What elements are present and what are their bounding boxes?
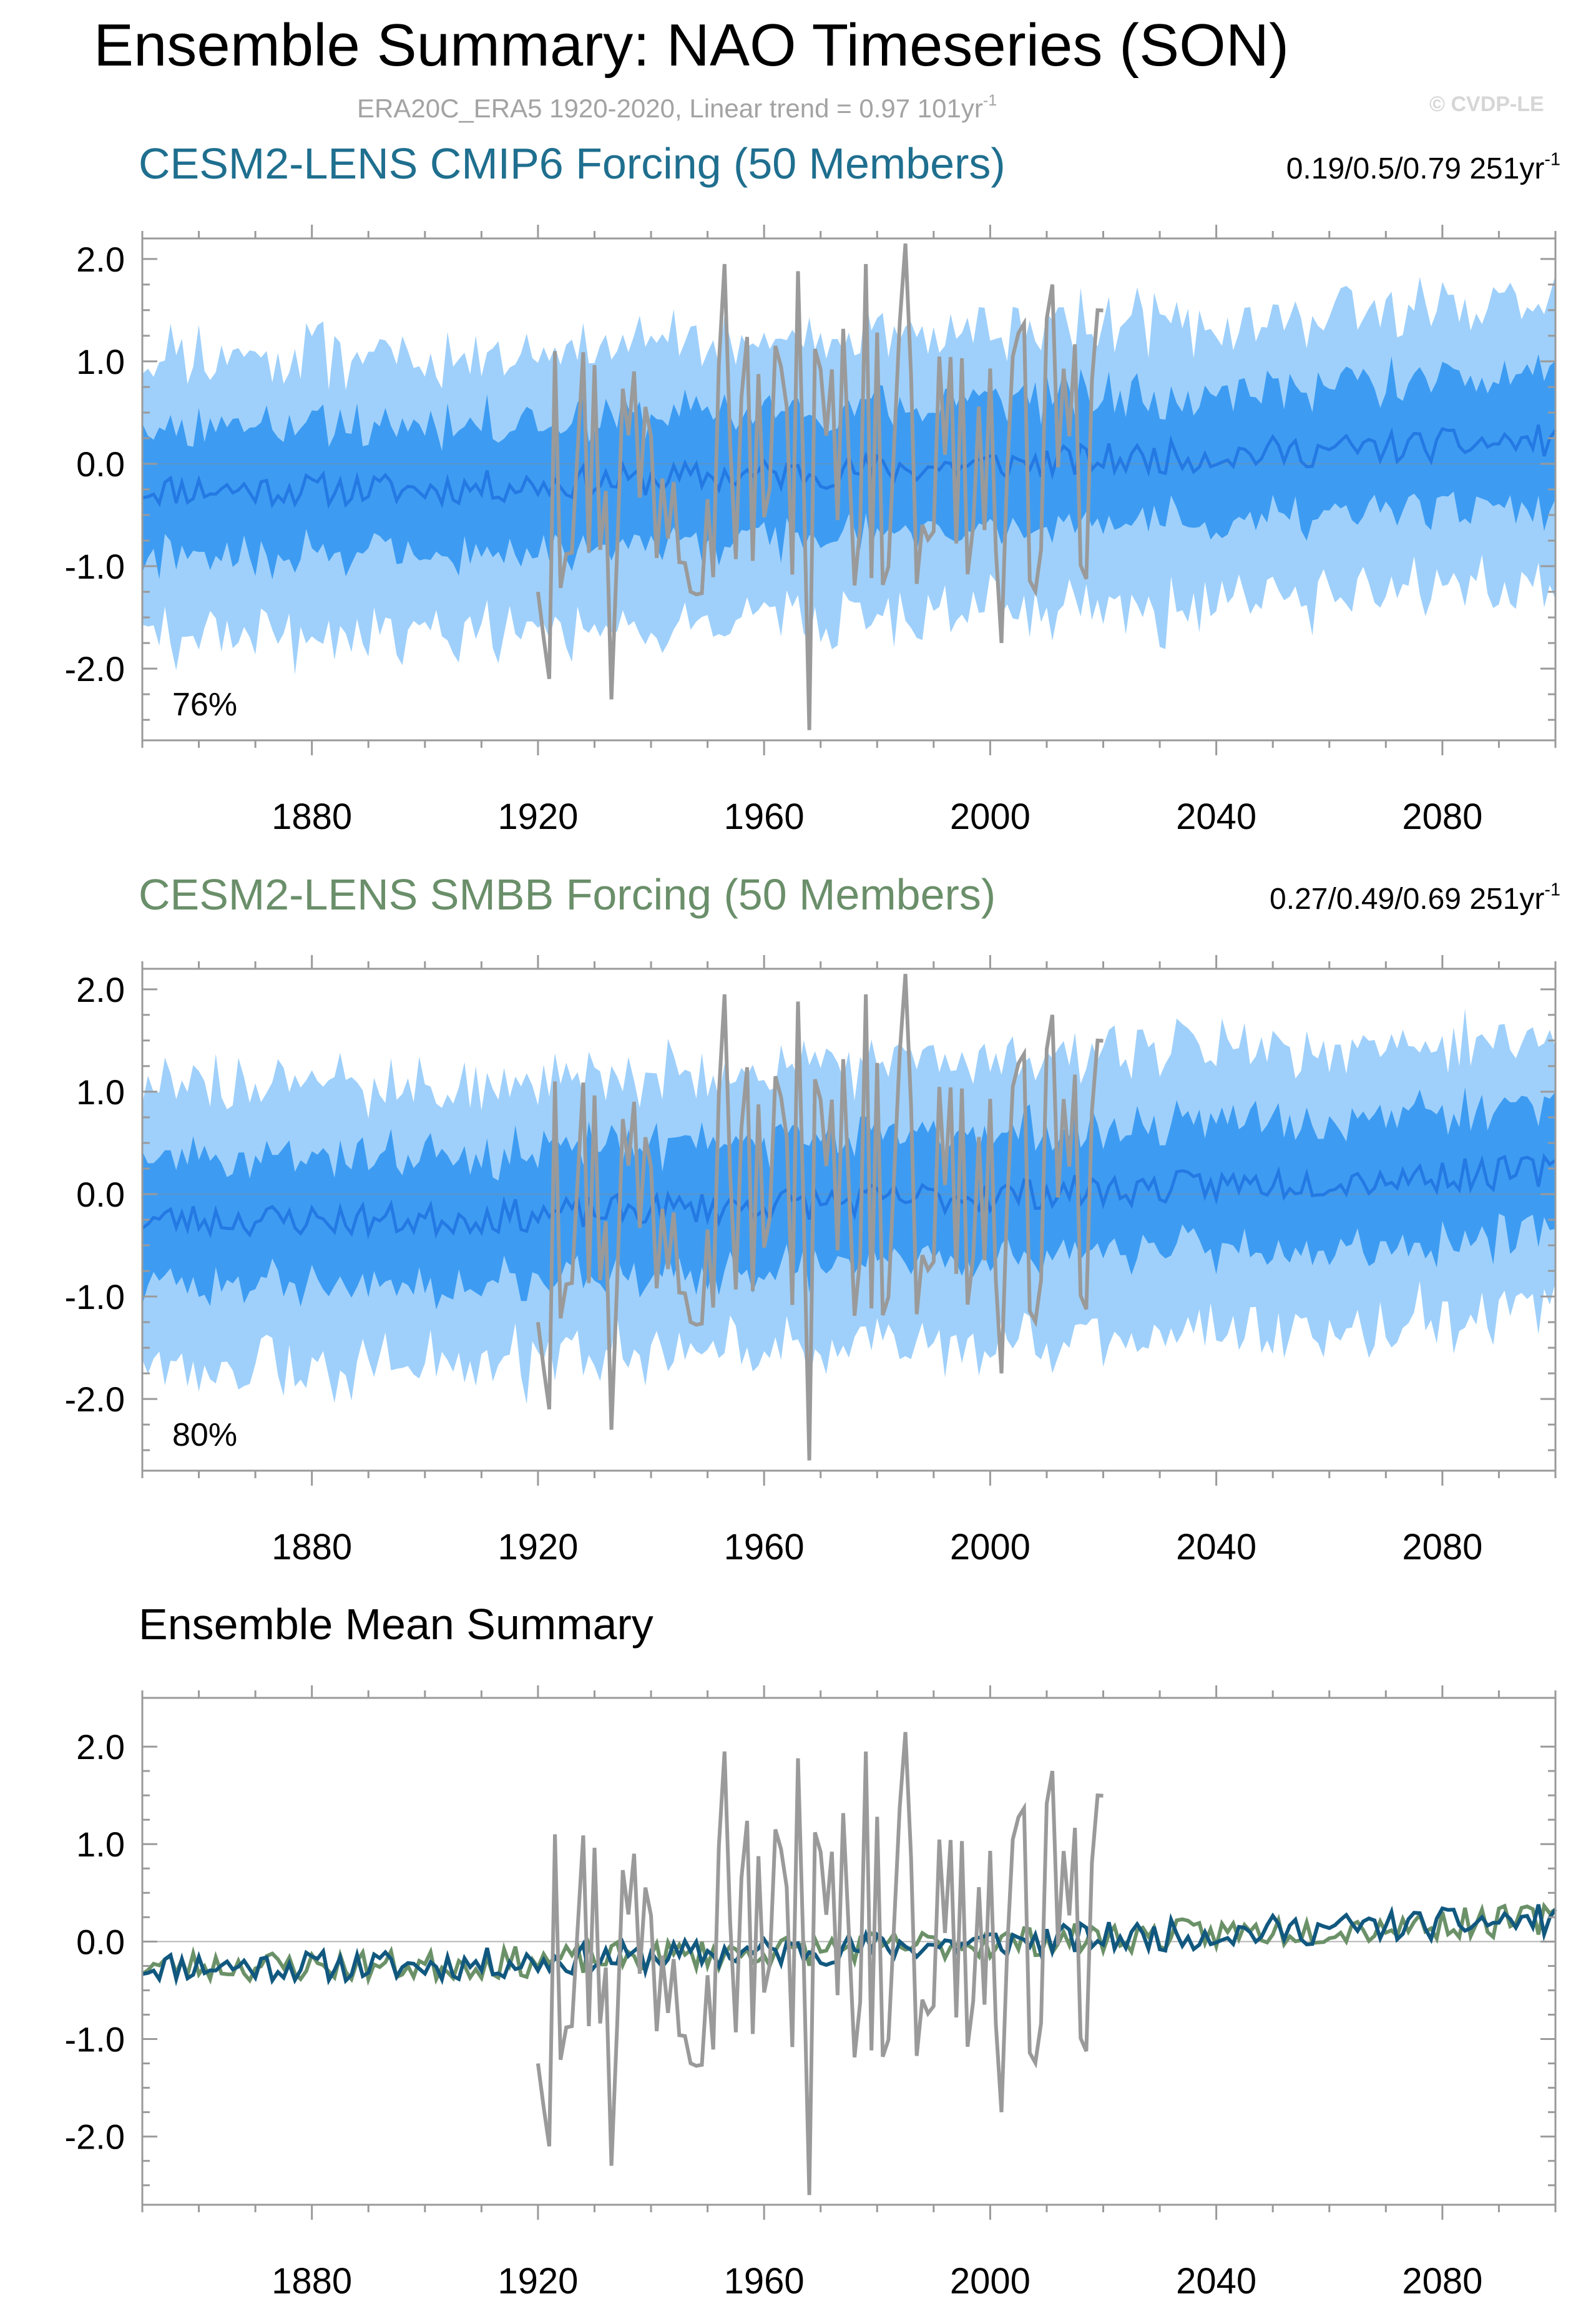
panel-1-stats-superscript: -1 [1544,149,1560,170]
x-tick-label: 2040 [1176,2261,1256,2302]
x-tick-label: 2080 [1402,797,1482,837]
y-tick-label: -2.0 [65,2117,125,2157]
y-tick-label: -2.0 [65,1380,125,1419]
y-tick-label: 0.0 [76,444,125,484]
x-tick-label: 1960 [724,2261,805,2302]
chart-panel-2: 2.0 1.0 0.0 -1.0 -2.0 1880 1920 1960 2000 2040 208… [65,955,1557,1567]
x-tick-label: 1880 [272,1527,352,1567]
main-title: Ensemble Summary: NAO Timeseries (SON) [94,12,1290,79]
y-tick-label: -2.0 [65,649,125,689]
panel-2-stats: 0.27/0.49/0.69 251yr-1 [1270,880,1560,916]
percent-label: 76% [172,687,237,723]
chart-panel-1: 2.0 1.0 0.0 -1.0 -2.0 1880 1920 1960 2000 2040 208… [65,225,1557,837]
y-tick-label: 2.0 [76,970,125,1009]
x-tick-label: 1960 [724,797,805,837]
x-tick-label: 1920 [497,2261,578,2302]
y-tick-label: 0.0 [76,1175,125,1214]
observation-line [536,973,1104,1461]
plot-frame [141,1697,1557,2206]
observation-line [536,1732,1104,2195]
x-tick-label: 2080 [1402,1527,1482,1567]
subtitle-text: ERA20C_ERA5 1920-2020, Linear trend = 0.… [357,94,983,123]
panel-1-stats-text: 0.19/0.5/0.79 251yr [1286,152,1545,185]
watermark: © CVDP-LE [1429,92,1544,116]
x-tick-label: 2040 [1176,1527,1256,1567]
x-tick-label: 1920 [497,1527,578,1567]
y-tick-label: 0.0 [76,1922,125,1961]
x-tick-label: 1920 [497,797,578,837]
panel-3-title: Ensemble Mean Summary [139,1600,654,1649]
x-tick-label: 2000 [950,2261,1031,2302]
subtitle: ERA20C_ERA5 1920-2020, Linear trend = 0.… [357,92,997,124]
percent-label: 80% [172,1417,237,1453]
panel-2-title: CESM2-LENS SMBB Forcing (50 Members) [139,870,996,919]
panel-1-title: CESM2-LENS CMIP6 Forcing (50 Members) [139,139,1006,188]
subtitle-superscript: -1 [982,92,997,110]
x-tick-label: 1960 [724,1527,805,1567]
panel-2-stats-superscript: -1 [1544,880,1560,900]
chart-panel-3: 2.0 1.0 0.0 -1.0 -2.0 1880 1920 1960 2000 2040 208… [65,1685,1557,2302]
observation-line [536,243,1104,730]
y-tick-label: -1.0 [65,2020,125,2059]
x-tick-label: 1880 [272,797,352,837]
y-tick-label: -1.0 [65,1277,125,1316]
y-tick-label: 2.0 [76,1727,125,1767]
x-tick-label: 1880 [272,2261,352,2302]
y-tick-label: 2.0 [76,240,125,279]
y-tick-label: 1.0 [76,342,125,381]
x-tick-label: 2080 [1402,2261,1482,2302]
x-tick-label: 2000 [950,797,1031,837]
x-tick-label: 2000 [950,1527,1031,1567]
y-tick-label: 1.0 [76,1072,125,1112]
y-tick-label: 1.0 [76,1825,125,1864]
panel-1-stats: 0.19/0.5/0.79 251yr-1 [1286,149,1560,186]
panel-2-stats-text: 0.27/0.49/0.69 251yr [1270,883,1545,916]
x-tick-label: 2040 [1176,797,1256,837]
y-tick-label: -1.0 [65,547,125,586]
